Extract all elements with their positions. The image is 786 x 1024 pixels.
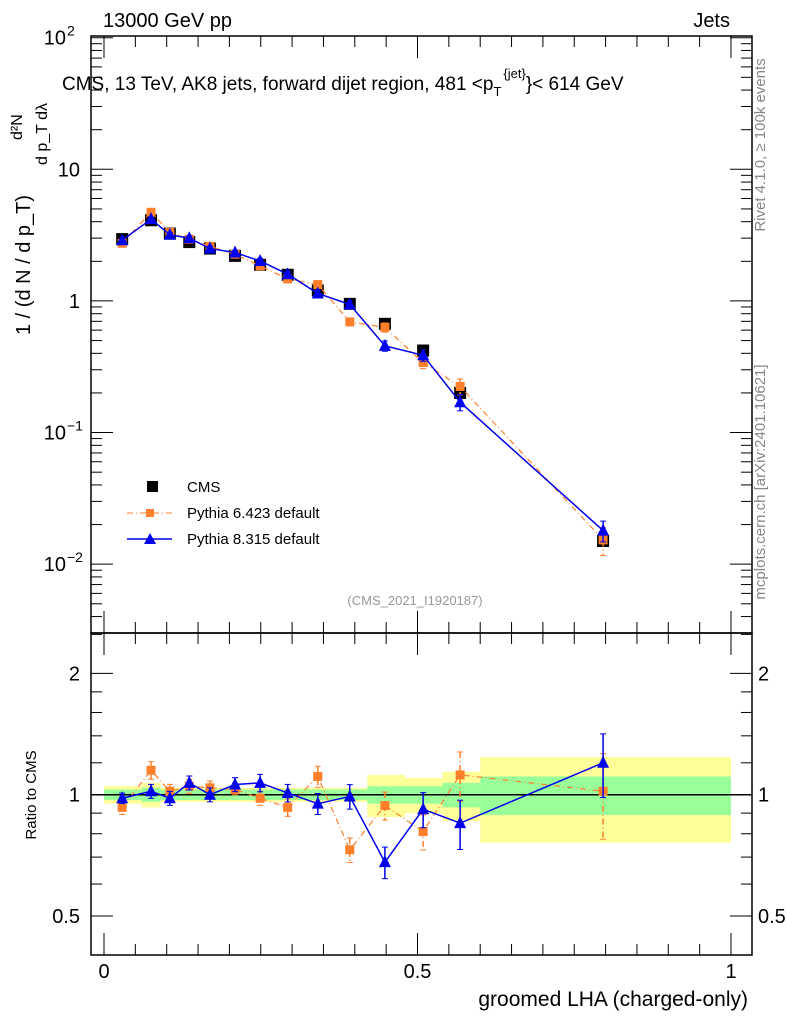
y-axis-label: 1 / (d N / d p_T) d²N d p_T dλ [9, 103, 51, 335]
pythia8-ratio-point [417, 802, 430, 815]
series-line-ratio [122, 762, 604, 864]
pythia8-ratio-point [597, 755, 610, 768]
pythia8-data-point [311, 286, 324, 299]
pythia8-ratio-point [203, 787, 216, 800]
legend-label-pythia6: Pythia 6.423 default [187, 505, 320, 522]
pythia6-ratio-point [255, 793, 265, 803]
analysis-id: (CMS_2021_I1920187) [347, 593, 482, 608]
pythia8-ratio-point [311, 796, 324, 809]
pythia8-data-point [145, 212, 158, 225]
y-tick-exponent: 2 [67, 23, 75, 39]
y-tick-label: 10 [44, 28, 66, 50]
legend: CMS Pythia 6.423 default Pythia 8.315 de… [127, 479, 320, 548]
series-line-top [121, 211, 604, 541]
pythia6-ratio-point [345, 845, 355, 855]
pythia8-ratio-point [454, 816, 467, 829]
ratio-y-tick-label-right: 0.5 [758, 906, 786, 928]
pythia8-data-point [454, 395, 467, 408]
pythia6-data-point [313, 280, 323, 290]
ratio-frame [90, 632, 753, 956]
pythia8-ratio-point [163, 791, 176, 804]
pythia6-data-point [418, 358, 428, 368]
plot-title: CMS, 13 TeV, AK8 jets, forward dijet reg… [62, 66, 624, 99]
pythia6-data-point [380, 322, 390, 332]
pythia8-data-point [343, 297, 356, 310]
ratio-y-tick-label-right: 1 [758, 785, 769, 807]
pythia8-ratio-point [254, 775, 267, 788]
y-tick-label: 10 [44, 423, 66, 445]
svg-text:d p_T dλ: d p_T dλ [34, 103, 51, 165]
legend-marker-pythia6 [146, 509, 154, 517]
ratio-y-tick-label: 2 [69, 663, 80, 685]
header-right: Jets [693, 10, 730, 32]
pythia6-ratio-point [117, 802, 127, 812]
pythia8-data-point [163, 227, 176, 240]
legend-label-pythia8: Pythia 8.315 default [187, 531, 320, 548]
pythia8-ratio-point [116, 791, 129, 804]
pythia6-ratio-point [283, 802, 293, 812]
pythia8-data-point [417, 348, 430, 361]
x-axis-label: groomed LHA (charged-only) [478, 988, 748, 1011]
pythia8-data-point [203, 241, 216, 254]
legend-label-cms: CMS [187, 479, 220, 496]
pythia6-ratio-point [313, 771, 323, 781]
svg-text:1 / (d N / d p_T): 1 / (d N / d p_T) [13, 195, 35, 335]
pythia8-ratio-point [183, 775, 196, 788]
ratio-y-tick-label-right: 2 [758, 663, 769, 685]
mcplots-label: mcplots.cern.ch [arXiv:2401.10621] [752, 364, 769, 599]
pythia8-ratio-point [378, 855, 391, 868]
pythia8-data-point [229, 245, 242, 258]
svg-text:d²N: d²N [9, 114, 26, 140]
x-tick-label: 0.5 [404, 961, 432, 983]
pythia8-data-point [281, 267, 294, 280]
legend-marker-pythia8 [144, 533, 156, 544]
ratio-y-tick-label: 1 [69, 785, 80, 807]
rivet-label: Rivet 4.1.0, ≥ 100k events [752, 58, 769, 231]
legend-marker-cms [147, 481, 158, 492]
y-tick-label: 10 [44, 554, 66, 576]
pythia6-data-point [455, 381, 465, 391]
ratio-y-tick-label: 0.5 [52, 906, 80, 928]
x-tick-label: 0 [98, 961, 109, 983]
pythia6-data-point [255, 261, 265, 271]
ratio-y-label: Ratio to CMS [23, 750, 40, 839]
pythia8-data-point [254, 253, 267, 266]
y-tick-label: 1 [69, 291, 80, 313]
pythia6-ratio-point [455, 770, 465, 780]
pythia8-data-point [378, 338, 391, 351]
x-tick-label: 1 [725, 961, 736, 983]
y-tick-exponent: −1 [67, 418, 83, 434]
y-tick-label: 10 [58, 159, 80, 181]
pythia8-ratio-point [281, 785, 294, 798]
pythia8-ratio-point [229, 777, 242, 790]
pythia8-data-point [597, 523, 610, 536]
pythia6-ratio-point [146, 765, 156, 775]
pythia6-ratio-point [418, 827, 428, 837]
pythia8-ratio-point [145, 784, 158, 797]
band-stat [480, 776, 731, 816]
pythia8-data-point [116, 233, 129, 246]
pythia6-data-point [345, 317, 355, 327]
y-tick-exponent: −2 [67, 549, 83, 565]
pythia8-ratio-point [343, 789, 356, 802]
pythia6-ratio-point [380, 801, 390, 811]
header-left: 13000 GeV pp [103, 10, 232, 32]
pythia8-data-point [183, 231, 196, 244]
